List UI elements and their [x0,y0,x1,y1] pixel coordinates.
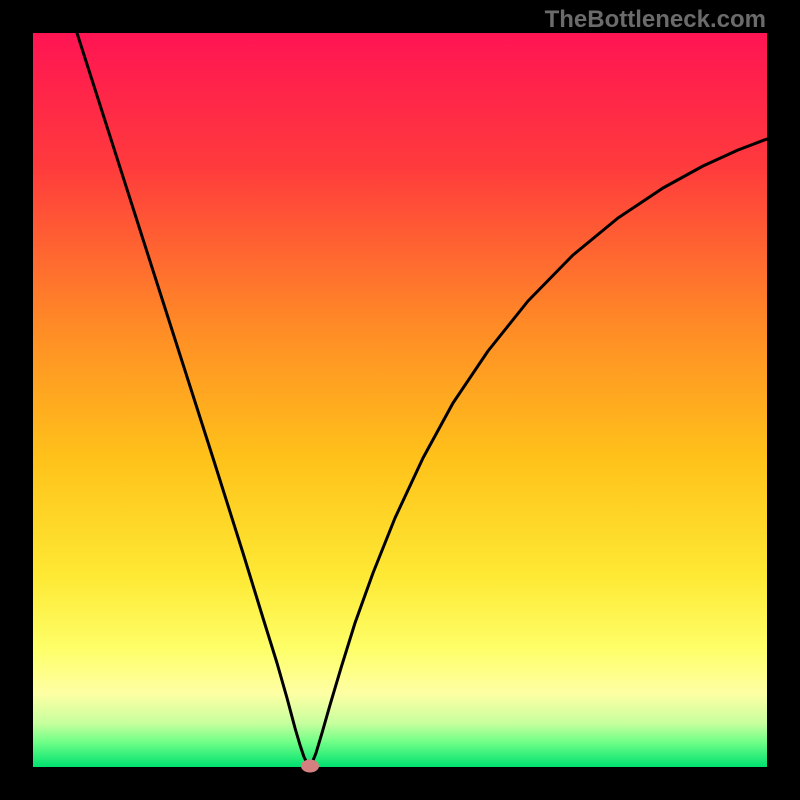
bottleneck-curve-path [77,33,767,766]
watermark-text: TheBottleneck.com [545,6,766,34]
optimum-marker [301,760,319,773]
plot-area [33,33,767,767]
bottleneck-curve [33,33,767,767]
chart-stage: TheBottleneck.com [0,0,800,800]
